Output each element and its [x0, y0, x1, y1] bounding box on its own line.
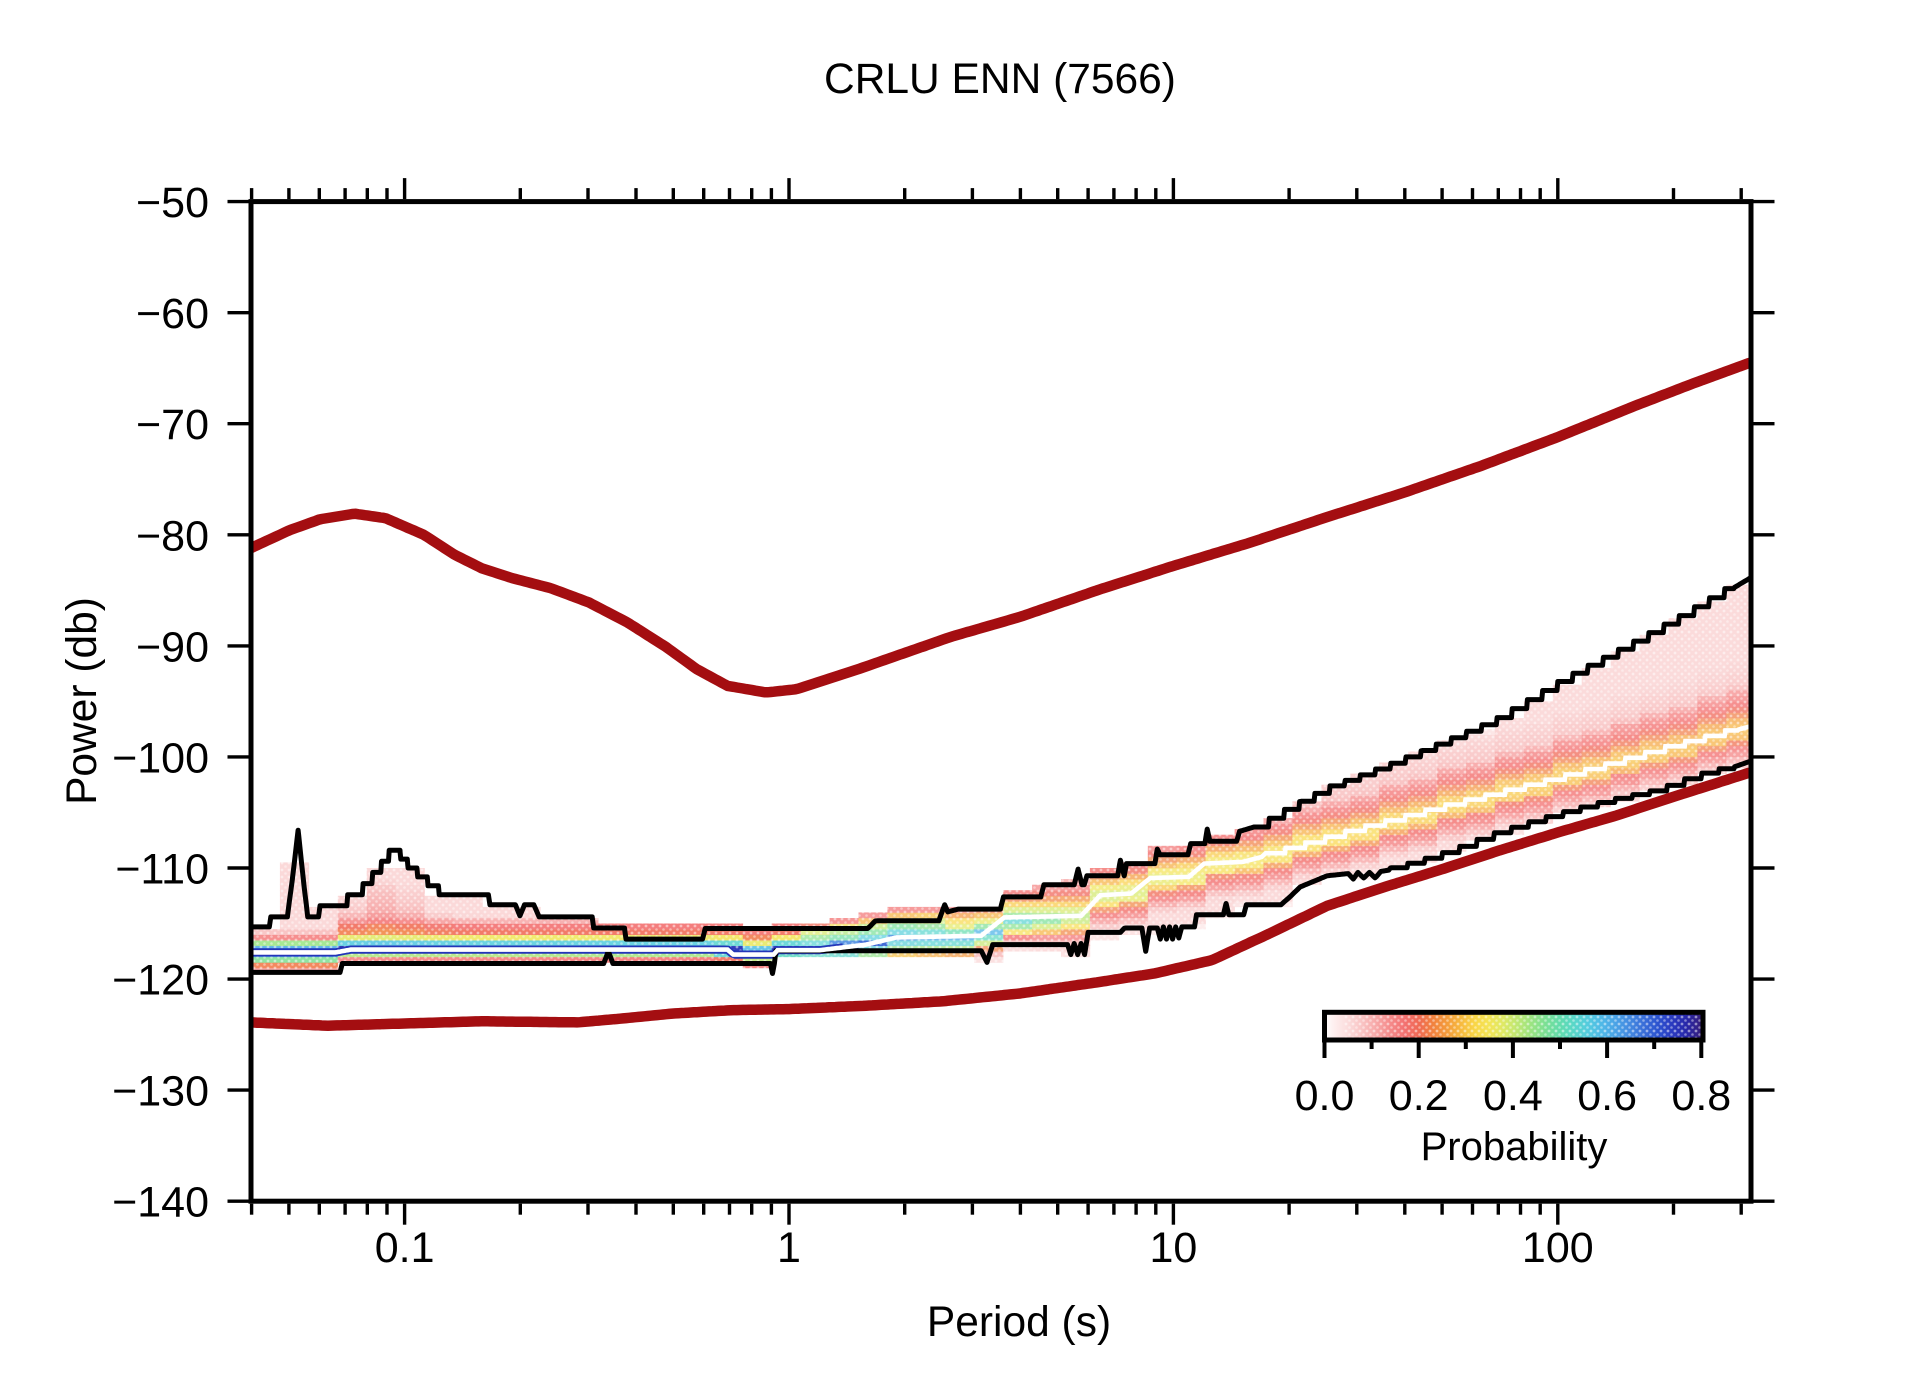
svg-text:Period (s): Period (s): [927, 1299, 1111, 1346]
svg-text:−130: −130: [112, 1068, 209, 1116]
svg-text:CRLU ENN (7566): CRLU ENN (7566): [824, 56, 1176, 103]
svg-text:−80: −80: [136, 512, 209, 560]
svg-text:Power (db): Power (db): [59, 597, 106, 805]
svg-text:−110: −110: [115, 846, 209, 894]
svg-text:−90: −90: [136, 623, 209, 671]
svg-text:−100: −100: [112, 734, 209, 782]
svg-text:−120: −120: [112, 957, 209, 1005]
svg-text:−70: −70: [136, 401, 209, 449]
svg-text:0.8: 0.8: [1671, 1072, 1731, 1120]
svg-text:0.2: 0.2: [1389, 1072, 1449, 1120]
svg-text:−140: −140: [112, 1179, 209, 1227]
svg-text:−60: −60: [136, 290, 209, 338]
svg-text:0.1: 0.1: [375, 1224, 435, 1272]
svg-text:0.0: 0.0: [1295, 1072, 1355, 1120]
svg-text:1: 1: [777, 1224, 801, 1272]
svg-text:−50: −50: [136, 179, 209, 227]
svg-text:Probability: Probability: [1421, 1125, 1608, 1169]
svg-text:100: 100: [1522, 1224, 1594, 1272]
svg-text:0.6: 0.6: [1577, 1072, 1637, 1120]
svg-text:10: 10: [1149, 1224, 1197, 1272]
svg-text:0.4: 0.4: [1483, 1072, 1543, 1120]
